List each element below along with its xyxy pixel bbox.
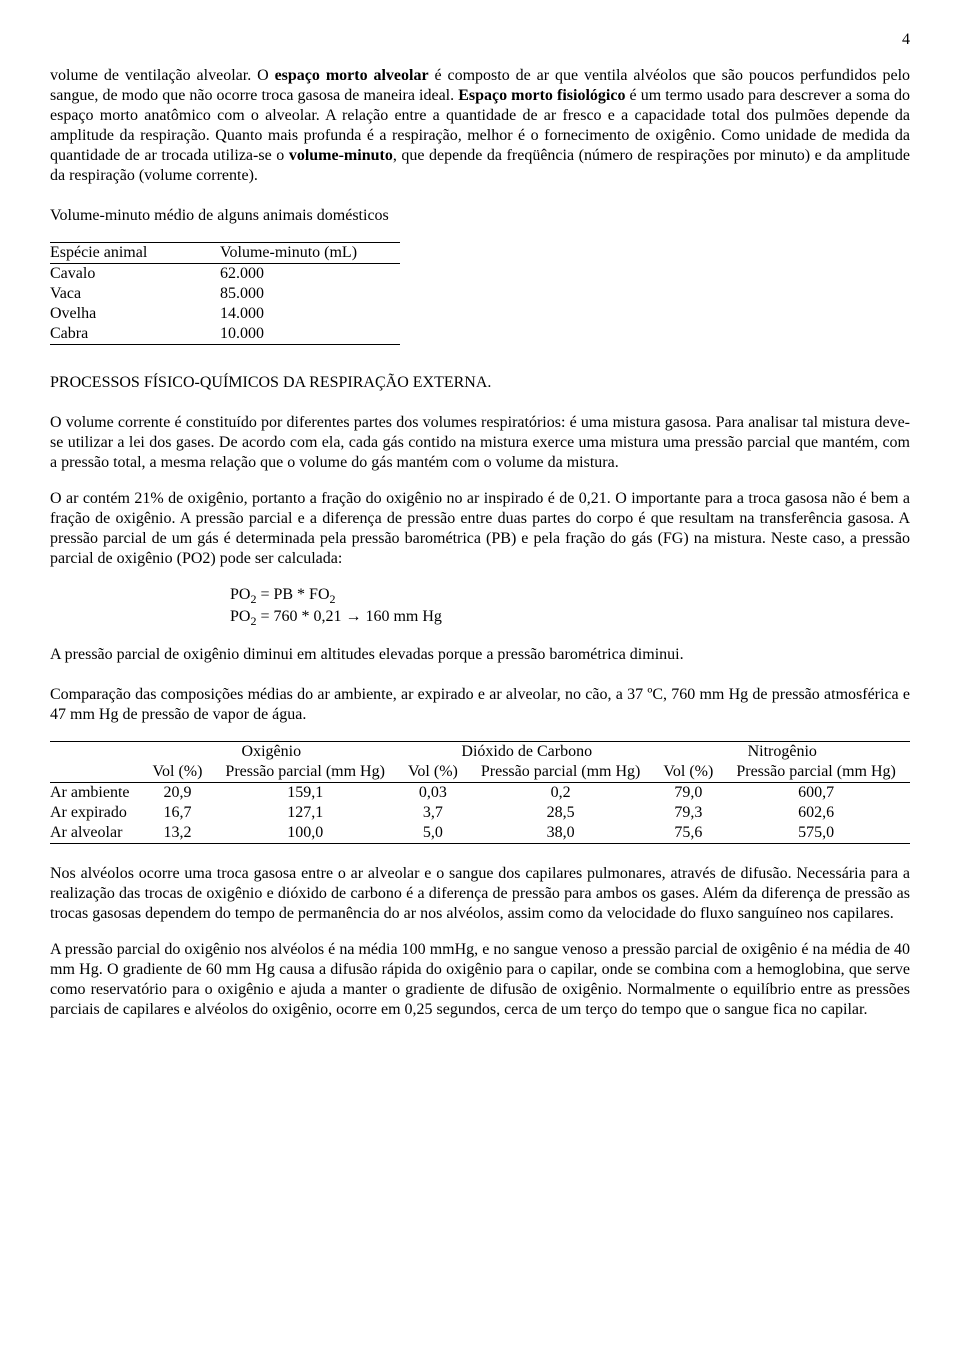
table-cell: 62.000: [220, 264, 400, 285]
equation-line-1: PO2 = PB * FO2: [230, 585, 910, 607]
paragraph-3: O ar contém 21% de oxigênio, portanto a …: [50, 489, 910, 569]
volmin-header-row: Espécie animal Volume-minuto (mL): [50, 243, 400, 264]
table-row: Ar ambiente20,9159,10,030,279,0600,7: [50, 783, 910, 804]
paragraph-4: A pressão parcial de oxigênio diminui em…: [50, 645, 910, 665]
table-cell: Ovelha: [50, 304, 220, 324]
composition-table: Oxigênio Dióxido de Carbono Nitrogênio V…: [50, 741, 910, 844]
comp-sub-2: Vol (%): [399, 762, 467, 783]
table-cell: 14.000: [220, 304, 400, 324]
equation-line-2: PO2 = 760 * 0,21 → 160 mm Hg: [230, 607, 910, 629]
table-cell: 602,6: [722, 803, 910, 823]
table-cell: 0,2: [467, 783, 655, 804]
table-cell: 127,1: [211, 803, 399, 823]
table-cell: 38,0: [467, 823, 655, 844]
row-label: Ar ambiente: [50, 783, 144, 804]
table-row: Cabra10.000: [50, 324, 400, 345]
comp-sub-row: Vol (%) Pressão parcial (mm Hg) Vol (%) …: [50, 762, 910, 783]
paragraph-5: Nos alvéolos ocorre uma troca gasosa ent…: [50, 864, 910, 924]
table-cell: 79,0: [654, 783, 722, 804]
comp-group-oxigenio: Oxigênio: [144, 742, 399, 763]
volmin-title: Volume-minuto médio de alguns animais do…: [50, 206, 910, 226]
row-label: Ar alveolar: [50, 823, 144, 844]
table-cell: 13,2: [144, 823, 212, 844]
volmin-header-0: Espécie animal: [50, 243, 220, 264]
table-cell: Cavalo: [50, 264, 220, 285]
table-cell: 75,6: [654, 823, 722, 844]
section-heading: PROCESSOS FÍSICO-QUÍMICOS DA RESPIRAÇÃO …: [50, 373, 910, 393]
table-row: Ar alveolar13,2100,05,038,075,6575,0: [50, 823, 910, 844]
comp-group-co2: Dióxido de Carbono: [399, 742, 654, 763]
comp-sub-0: Vol (%): [144, 762, 212, 783]
table-cell: 79,3: [654, 803, 722, 823]
volmin-body: Cavalo62.000Vaca85.000Ovelha14.000Cabra1…: [50, 264, 400, 345]
table-cell: Vaca: [50, 284, 220, 304]
p1-pre: volume de ventilação alveolar. O: [50, 67, 275, 84]
eq1-rhs-sub: 2: [330, 592, 336, 606]
comp-body: Ar ambiente20,9159,10,030,279,0600,7Ar e…: [50, 783, 910, 844]
table-row: Ovelha14.000: [50, 304, 400, 324]
comp-sub-3: Pressão parcial (mm Hg): [467, 762, 655, 783]
term-volume-minuto: volume-minuto: [289, 147, 393, 164]
eq2-rest: = 760 * 0,21 → 160 mm Hg: [256, 608, 441, 625]
equation-block: PO2 = PB * FO2 PO2 = 760 * 0,21 → 160 mm…: [50, 585, 910, 629]
term-espaco-morto-fisiologico: Espaço morto fisiológico: [458, 87, 625, 104]
table-cell: Cabra: [50, 324, 220, 345]
page-number: 4: [50, 30, 910, 50]
table-cell: 28,5: [467, 803, 655, 823]
comp-sub-1: Pressão parcial (mm Hg): [211, 762, 399, 783]
term-espaco-morto-alveolar: espaço morto alveolar: [275, 67, 429, 84]
volmin-header-1: Volume-minuto (mL): [220, 243, 400, 264]
comp-intro: Comparação das composições médias do ar …: [50, 685, 910, 725]
table-cell: 0,03: [399, 783, 467, 804]
comp-sub-4: Vol (%): [654, 762, 722, 783]
eq1-mid: = PB * FO: [256, 586, 329, 603]
table-row: Cavalo62.000: [50, 264, 400, 285]
table-cell: 16,7: [144, 803, 212, 823]
table-cell: 85.000: [220, 284, 400, 304]
table-cell: 10.000: [220, 324, 400, 345]
comp-group-row: Oxigênio Dióxido de Carbono Nitrogênio: [50, 742, 910, 763]
table-cell: 600,7: [722, 783, 910, 804]
table-cell: 100,0: [211, 823, 399, 844]
eq1-lhs: PO: [230, 586, 250, 603]
paragraph-2: O volume corrente é constituído por dife…: [50, 413, 910, 473]
paragraph-6: A pressão parcial do oxigênio nos alvéol…: [50, 940, 910, 1020]
comp-sub-blank: [50, 762, 144, 783]
table-row: Vaca85.000: [50, 284, 400, 304]
paragraph-1: volume de ventilação alveolar. O espaço …: [50, 66, 910, 186]
comp-sub-5: Pressão parcial (mm Hg): [722, 762, 910, 783]
comp-group-blank: [50, 742, 144, 763]
table-cell: 20,9: [144, 783, 212, 804]
table-cell: 575,0: [722, 823, 910, 844]
eq2-lhs: PO: [230, 608, 250, 625]
volmin-table: Espécie animal Volume-minuto (mL) Cavalo…: [50, 242, 400, 345]
comp-group-nitrogenio: Nitrogênio: [654, 742, 910, 763]
table-cell: 159,1: [211, 783, 399, 804]
table-row: Ar expirado16,7127,13,728,579,3602,6: [50, 803, 910, 823]
table-cell: 3,7: [399, 803, 467, 823]
table-cell: 5,0: [399, 823, 467, 844]
row-label: Ar expirado: [50, 803, 144, 823]
